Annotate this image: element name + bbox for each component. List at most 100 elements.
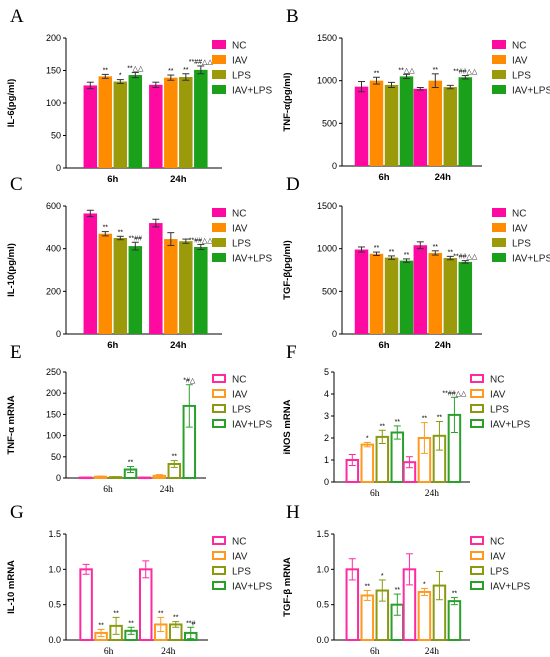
- panel-h-legend-swatch: [470, 536, 484, 545]
- panel-a-y-tick-label: 100: [46, 98, 61, 108]
- panel-c-legend-label: IAV+LPS: [232, 254, 272, 265]
- panel-b-legend-label: LPS: [512, 71, 531, 82]
- panel-d-legend-label: NC: [512, 209, 526, 220]
- panel-g-legend-label: LPS: [232, 567, 251, 578]
- panel-h-bar: [447, 600, 462, 642]
- panel-b-y-tick-label: 0: [332, 161, 337, 171]
- panel-e-y-tick-label: 0: [56, 473, 61, 483]
- panel-a-y-tick-label: 50: [51, 131, 61, 141]
- panel-d-significance-label: **: [404, 252, 410, 259]
- panel-e-significance-label: *#△: [183, 378, 196, 385]
- panel-c-bar: [164, 239, 178, 334]
- panel-g-significance-label: **: [173, 615, 179, 622]
- panel-d-bar: [354, 249, 369, 334]
- panel-a-bar: [98, 76, 113, 168]
- panel-e-legend-label: IAV: [232, 390, 248, 401]
- panel-f-significance-label: *: [366, 435, 369, 442]
- panel-d-y-tick-label: 1000: [317, 244, 337, 254]
- panel-g-legend-label: NC: [232, 537, 246, 548]
- panel-a-letter: A: [10, 6, 24, 27]
- panel-b-category-label: 6h: [378, 172, 389, 183]
- panel-f-letter: F: [286, 342, 297, 363]
- panel-a-bar: [128, 75, 143, 168]
- panel-d-bar: [443, 258, 458, 334]
- panel-d-significance-label: **##△△: [453, 254, 478, 261]
- panel-a-y-tick-label: 150: [46, 66, 61, 76]
- panel-d-legend-swatch: [492, 208, 506, 217]
- panel-a-bar: [113, 81, 128, 168]
- panel-f-legend-label: IAV: [490, 390, 506, 401]
- panel-g-category-label: 6h: [104, 647, 114, 657]
- panel-h-legend-label: NC: [490, 537, 504, 548]
- panel-e-category-label: 6h: [103, 485, 113, 495]
- panel-b-y-tick-label: 1000: [317, 76, 337, 86]
- panel-h-y-tick-label: 1.0: [316, 564, 329, 574]
- panel-d-bar: [384, 257, 399, 334]
- panel-g-y-tick-label: 1.0: [48, 564, 61, 574]
- panel-e-category-label: 24h: [160, 485, 175, 495]
- panel-c-bar: [194, 246, 208, 334]
- panel-h-bar: [417, 590, 432, 641]
- panel-g: G 0.0 0.5 1.0 1.5 IL-10 mRNA ** ** ** 6h ** ** **# 24…: [6, 502, 272, 657]
- panel-d-significance-label: **: [433, 244, 439, 251]
- panel-c-legend-label: NC: [232, 209, 246, 220]
- panel-c-y-tick-label: 600: [46, 201, 61, 211]
- panel-b-significance-label: **: [433, 67, 439, 74]
- panel-e-y-tick-label: 150: [46, 409, 61, 419]
- panel-d-legend-label: IAV: [512, 224, 528, 235]
- panel-g-legend-swatch: [212, 581, 226, 590]
- panel-b-significance-label: **△△: [398, 67, 415, 74]
- panel-a-bar: [179, 77, 193, 168]
- panel-d-y-label: TGF-β(pg/ml): [282, 240, 293, 300]
- panel-d-bar: [413, 245, 428, 334]
- panel-d-y-tick-label: 0: [332, 329, 337, 339]
- panel-h-legend-swatch: [470, 551, 484, 560]
- panel-g-legend-swatch: [212, 566, 226, 575]
- panel-f-legend-swatch: [470, 404, 484, 413]
- panel-b-bar: [384, 84, 399, 166]
- panel-f-legend-label: IAV+LPS: [490, 420, 530, 431]
- panel-a-y-tick-label: 0: [56, 163, 61, 173]
- panel-e-legend-label: NC: [232, 375, 246, 386]
- panel-h-letter: H: [286, 502, 300, 523]
- panel-a-significance-label: **: [168, 68, 174, 75]
- panel-c-significance-label: **##: [129, 235, 142, 242]
- panel-f-significance-label: **: [395, 419, 401, 426]
- panel-a-legend-label: NC: [232, 41, 246, 52]
- panel-f-category-label: 6h: [370, 489, 380, 499]
- panel-f-y-tick-label: 2: [324, 433, 329, 443]
- panel-b-legend-swatch: [492, 70, 506, 79]
- panel-a-bar: [149, 84, 163, 168]
- panel-g-letter: G: [10, 502, 24, 523]
- panel-g-y-tick-label: 0.5: [48, 600, 61, 610]
- panel-d-bar: [399, 260, 414, 334]
- panel-d-category-label: 24h: [435, 340, 452, 351]
- panel-c-category-label: 24h: [170, 340, 187, 351]
- panel-c-y-tick-label: 400: [46, 244, 61, 254]
- panel-g-significance-label: **: [98, 622, 104, 629]
- panel-a-significance-label: *: [119, 73, 122, 80]
- panel-c-legend-label: LPS: [232, 239, 251, 250]
- panel-b-y-tick-label: 1500: [317, 33, 337, 43]
- panel-b: B 0 500 1000 1500 TNF-α(pg/ml) ** **△△ 6h ** **##△…: [282, 6, 550, 183]
- panel-f-y-label: iNOS mRNA: [282, 399, 293, 454]
- panel-h-y-tick-label: 1.5: [316, 529, 329, 539]
- panel-c-legend-swatch: [212, 208, 226, 217]
- panel-e-y-tick-label: 100: [46, 431, 61, 441]
- panel-e: E 0 50 100 150 200 250 TNF-α mRNA ** 6h ** *#△ 24h NC…: [6, 342, 272, 495]
- panel-f-category-label: 24h: [425, 489, 440, 499]
- panel-h-significance-label: **: [452, 591, 458, 598]
- panel-g-legend-swatch: [212, 551, 226, 560]
- panel-b-letter: B: [286, 6, 299, 27]
- panel-h-category-label: 24h: [425, 647, 440, 657]
- panel-f-legend-label: LPS: [490, 405, 509, 416]
- panel-a-legend-label: IAV: [232, 56, 248, 67]
- panel-e-legend-label: IAV+LPS: [232, 420, 272, 431]
- panel-c-legend-swatch: [212, 253, 226, 262]
- panel-g-significance-label: **: [158, 610, 164, 617]
- panel-h-legend-label: IAV+LPS: [490, 582, 530, 593]
- panel-f-y-tick-label: 4: [324, 389, 329, 399]
